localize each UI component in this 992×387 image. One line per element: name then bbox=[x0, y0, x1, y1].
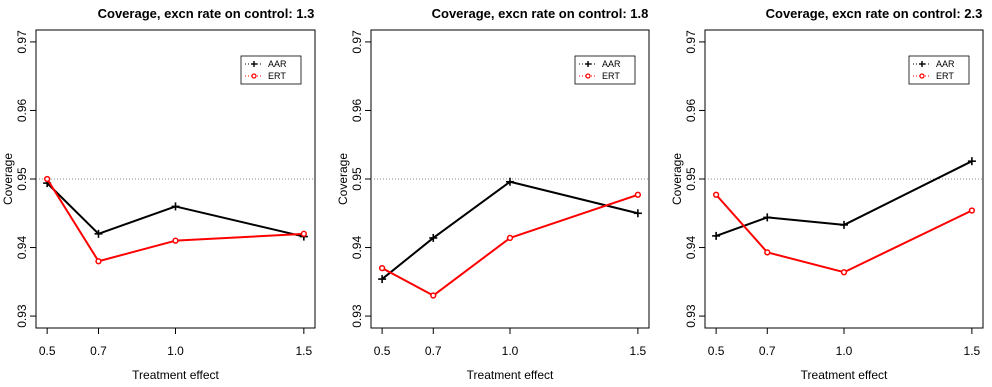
data-point-ert bbox=[95, 258, 102, 265]
legend-label-aar: AAR bbox=[602, 59, 621, 69]
data-point-aar bbox=[967, 157, 976, 166]
y-tick-label: 0.93 bbox=[684, 304, 698, 328]
legend-marker-ert bbox=[251, 73, 257, 79]
data-point-ert bbox=[968, 207, 976, 214]
y-tick-label: 0.97 bbox=[350, 30, 364, 54]
data-point-aar bbox=[633, 209, 642, 218]
series-line-ert bbox=[715, 194, 973, 274]
chart-panel-1: Coverage, excn rate on control: 1.3 0.93 0… bbox=[1, 6, 316, 382]
x-tick-label: 0.5 bbox=[374, 344, 391, 358]
y-tick-label: 0.96 bbox=[684, 98, 698, 122]
legend-marker-ert bbox=[585, 73, 591, 79]
legend-marker-aar bbox=[251, 61, 257, 67]
data-point-aar bbox=[712, 231, 721, 240]
data-point-ert bbox=[430, 292, 437, 299]
data-point-aar bbox=[94, 229, 103, 238]
chart-panel-3: Coverage, excn rate on control: 2.3 0.93 0… bbox=[670, 6, 984, 382]
x-tick-label: 1.0 bbox=[167, 344, 184, 358]
data-point-aar bbox=[378, 275, 387, 284]
x-axis-label: Treatment effect bbox=[132, 368, 219, 382]
chart-title: Coverage, excn rate on control: 1.8 bbox=[432, 6, 649, 21]
x-axis-label: Treatment effect bbox=[467, 368, 554, 382]
legend: AAR ERT bbox=[240, 55, 302, 85]
data-point-ert bbox=[634, 191, 642, 198]
series-line-ert bbox=[46, 178, 304, 263]
series-line-aar bbox=[46, 182, 305, 238]
x-tick-label: 0.7 bbox=[425, 344, 442, 358]
legend-marker-ert bbox=[919, 73, 925, 79]
y-tick-label: 0.93 bbox=[350, 304, 364, 328]
data-point-ert bbox=[712, 191, 720, 198]
legend-marker-aar bbox=[585, 61, 591, 67]
legend-label-ert: ERT bbox=[602, 71, 620, 81]
series-line-aar bbox=[381, 180, 639, 280]
data-point-ert bbox=[300, 230, 307, 237]
chart-title: Coverage, excn rate on control: 1.3 bbox=[98, 6, 315, 21]
legend-box bbox=[240, 55, 302, 85]
y-tick-label: 0.97 bbox=[684, 30, 698, 54]
chart-panel-2: Coverage, excn rate on control: 1.8 0.93 0… bbox=[336, 6, 650, 382]
y-tick-label: 0.94 bbox=[350, 236, 364, 260]
data-point-ert bbox=[764, 249, 771, 256]
x-axis-label: Treatment effect bbox=[801, 368, 888, 382]
x-tick-label: 1.0 bbox=[836, 344, 853, 358]
legend-label-aar: AAR bbox=[268, 59, 287, 69]
data-point-ert bbox=[506, 234, 514, 242]
data-point-aar bbox=[171, 202, 180, 211]
y-tick-label: 0.95 bbox=[350, 167, 364, 191]
y-axis-label: Coverage bbox=[336, 153, 350, 205]
x-tick-label: 0.7 bbox=[759, 344, 776, 358]
y-axis-label: Coverage bbox=[670, 153, 684, 205]
legend-label-aar: AAR bbox=[936, 59, 955, 69]
y-tick-label: 0.95 bbox=[15, 167, 29, 191]
x-tick-label: 1.5 bbox=[630, 344, 647, 358]
y-tick-label: 0.93 bbox=[15, 304, 29, 328]
chart-title: Coverage, excn rate on control: 2.3 bbox=[766, 6, 983, 21]
data-point-aar bbox=[840, 220, 848, 229]
data-point-aar bbox=[763, 213, 772, 222]
data-point-ert bbox=[378, 264, 386, 272]
legend-box bbox=[908, 55, 970, 85]
legend-label-ert: ERT bbox=[268, 71, 286, 81]
data-point-ert bbox=[44, 175, 51, 183]
x-tick-label: 0.5 bbox=[708, 344, 725, 358]
y-tick-label: 0.97 bbox=[15, 30, 29, 54]
x-tick-label: 0.7 bbox=[90, 344, 107, 358]
data-point-aar bbox=[429, 233, 438, 242]
y-tick-label: 0.96 bbox=[350, 98, 364, 122]
y-tick-label: 0.94 bbox=[15, 236, 29, 260]
y-tick-label: 0.96 bbox=[15, 98, 29, 122]
legend-label-ert: ERT bbox=[936, 71, 954, 81]
data-point-aar bbox=[506, 177, 514, 186]
x-tick-label: 1.0 bbox=[502, 344, 519, 358]
y-tick-label: 0.95 bbox=[684, 167, 698, 191]
x-tick-label: 0.5 bbox=[39, 344, 56, 358]
legend: AAR ERT bbox=[574, 55, 636, 85]
series-line-aar bbox=[715, 160, 973, 237]
data-point-ert bbox=[840, 269, 848, 276]
y-axis-label: Coverage bbox=[1, 153, 15, 205]
legend-marker-aar bbox=[919, 61, 925, 67]
y-tick-label: 0.94 bbox=[684, 236, 698, 260]
legend: AAR ERT bbox=[908, 55, 970, 85]
x-tick-label: 1.5 bbox=[964, 344, 981, 358]
series-line-ert bbox=[381, 193, 639, 297]
data-point-ert bbox=[172, 237, 179, 244]
legend-box bbox=[574, 55, 636, 85]
x-tick-label: 1.5 bbox=[295, 344, 312, 358]
